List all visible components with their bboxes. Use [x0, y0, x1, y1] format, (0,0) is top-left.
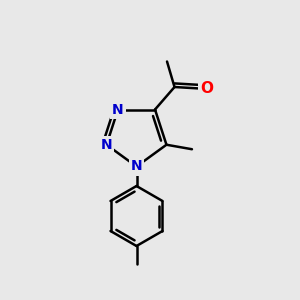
Text: N: N	[101, 138, 112, 152]
Text: O: O	[200, 81, 213, 96]
Text: N: N	[131, 160, 142, 173]
Text: N: N	[112, 103, 124, 116]
